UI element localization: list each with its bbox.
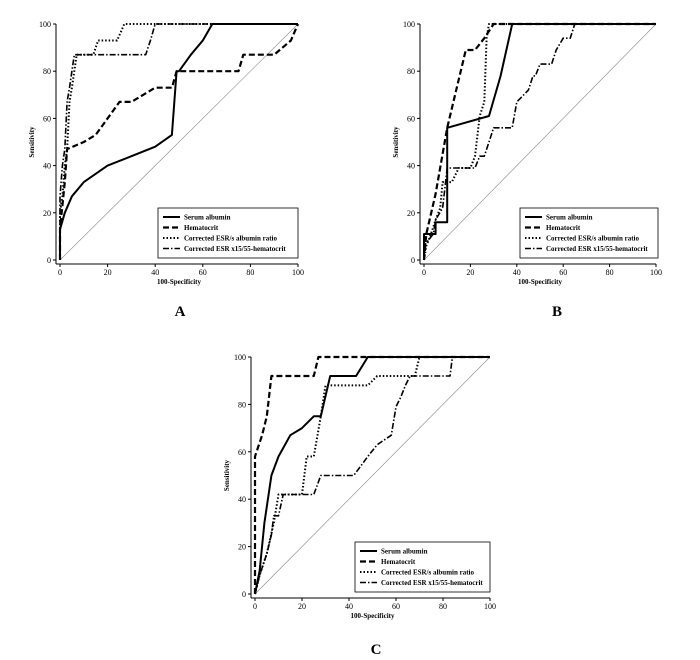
y-tick-label: 60 [238, 448, 246, 457]
legend-entry: Hematocrit [546, 224, 581, 232]
x-axis-label: 100-Specificity [351, 612, 395, 620]
y-axis-label: Sensitivity [392, 126, 400, 158]
series-line-hematocrit [253, 355, 490, 594]
x-tick-label: 80 [439, 602, 447, 611]
panel-letter: A [175, 304, 186, 320]
x-tick-label: 40 [151, 268, 159, 277]
series-line-serum-albumin [59, 23, 298, 260]
series-line-hematocrit [58, 23, 300, 260]
x-tick-label: 80 [246, 268, 254, 277]
series-line-corrected-esr-x15-55-hematocrit [423, 23, 656, 260]
x-axis-label: 100-Specificity [157, 278, 201, 286]
legend: Serum albumin Hematocrit Corrected ESR/s a… [354, 541, 491, 593]
series-line-corrected-esr-x15-55-hematocrit [59, 23, 298, 260]
y-tick-label: 0 [411, 256, 415, 265]
y-tick-label: 100 [234, 353, 246, 362]
legend-entry: Serum albumin [546, 214, 593, 222]
x-tick-label: 100 [484, 602, 496, 611]
y-tick-label: 0 [242, 590, 246, 599]
x-tick-label: 80 [606, 268, 614, 277]
series-line-serum-albumin [254, 356, 490, 595]
panel-a: 0 20 40 60 80 100 0 20 40 60 80 100 100-Specificity S… [28, 20, 304, 320]
legend: Serum albumin Hematocrit Corrected ESR/s a… [157, 207, 299, 259]
reference-diagonal [254, 356, 491, 595]
y-tick-label: 80 [43, 67, 51, 76]
x-tick-label: 20 [104, 268, 112, 277]
legend: Serum albumin Hematocrit Corrected ESR/s a… [519, 207, 659, 259]
x-tick-label: 60 [559, 268, 567, 277]
y-tick-label: 60 [407, 114, 415, 123]
reference-diagonal [423, 23, 657, 261]
legend-box [157, 207, 299, 259]
x-tick-label: 0 [422, 268, 426, 277]
y-tick-label: 40 [43, 162, 51, 171]
panel-b: 0 20 40 60 80 100 0 20 40 60 80 100 100-Specificity S… [392, 20, 662, 320]
y-tick-label: 100 [403, 20, 415, 29]
x-tick-label: 20 [298, 602, 306, 611]
legend-entry: Hematocrit [184, 224, 219, 232]
panel-c: 0 20 40 60 80 100 0 20 40 60 80 100 100-Specificity S… [223, 353, 496, 658]
legend-entry: Corrected ESR x15/55-hematocrit [381, 579, 483, 587]
series-line-hematocrit [422, 22, 656, 261]
x-tick-label: 60 [199, 268, 207, 277]
x-axis-label: 100-Specificity [518, 278, 562, 286]
y-tick-label: 20 [238, 543, 246, 552]
x-tick-label: 100 [292, 268, 304, 277]
legend-entry: Corrected ESR x15/55-hematocrit [546, 245, 648, 253]
series-line-corrected-esr-x15-55-hematocrit [254, 356, 490, 595]
x-tick-label: 0 [58, 268, 62, 277]
legend-entry: Corrected ESR/s albumin ratio [381, 569, 475, 577]
legend-entry: Corrected ESR x15/55-hematocrit [184, 245, 286, 253]
y-tick-label: 80 [407, 67, 415, 76]
y-tick-label: 60 [43, 114, 51, 123]
y-axis-label: Sensitivity [223, 459, 231, 491]
x-tick-label: 60 [392, 602, 400, 611]
x-tick-label: 20 [466, 268, 474, 277]
y-tick-label: 0 [47, 256, 51, 265]
reference-diagonal [59, 23, 299, 261]
legend-entry: Hematocrit [381, 558, 416, 566]
y-tick-label: 80 [238, 400, 246, 409]
y-tick-label: 100 [39, 20, 51, 29]
legend-entry: Serum albumin [184, 214, 231, 222]
x-tick-label: 40 [513, 268, 521, 277]
legend-box [519, 207, 659, 259]
y-tick-label: 20 [407, 209, 415, 218]
x-tick-label: 40 [345, 602, 353, 611]
y-tick-label: 40 [238, 495, 246, 504]
legend-entry: Corrected ESR/s albumin ratio [184, 235, 278, 243]
legend-entry: Corrected ESR/s albumin ratio [546, 235, 640, 243]
x-tick-label: 0 [253, 602, 257, 611]
panel-letter: B [552, 304, 562, 320]
legend-entry: Serum albumin [381, 548, 428, 556]
y-axis-label: Sensitivity [28, 126, 36, 158]
y-tick-label: 40 [407, 162, 415, 171]
y-tick-label: 20 [43, 209, 51, 218]
series-line-serum-albumin [423, 23, 656, 260]
legend-box [354, 541, 491, 593]
panel-letter: C [371, 642, 382, 658]
x-tick-label: 100 [650, 268, 662, 277]
